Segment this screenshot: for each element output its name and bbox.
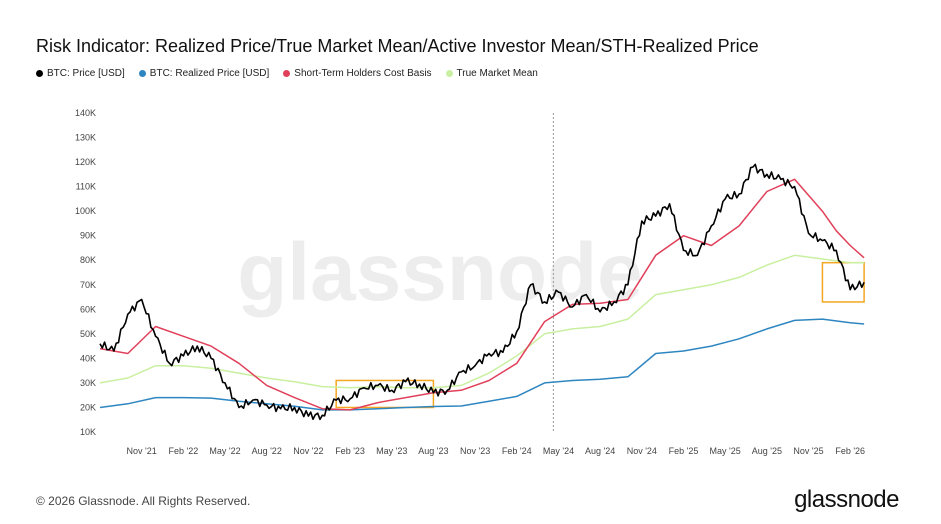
y-tick-label: 80K [80, 255, 96, 265]
copyright-text: © 2026 Glassnode. All Rights Reserved. [36, 494, 251, 508]
y-axis: 10K 20K 30K 40K 50K 60K 70K 80K 90K 100K 110K 120K 1… [75, 108, 96, 437]
series-line-price [99, 163, 865, 421]
legend-item-sth-cost-basis[interactable]: Short-Term Holders Cost Basis [283, 68, 432, 79]
x-tick-label: Nov '22 [293, 446, 323, 456]
y-tick-label: 100K [75, 206, 96, 216]
x-tick-label: Nov '24 [627, 446, 657, 456]
y-tick-label: 110K [76, 182, 96, 192]
x-tick-label: Feb '25 [669, 446, 699, 456]
y-tick-label: 70K [80, 280, 96, 290]
y-tick-label: 40K [80, 353, 96, 363]
legend-label-true-market-mean: True Market Mean [456, 68, 538, 79]
y-tick-label: 20K [80, 402, 96, 412]
x-tick-label: Nov '25 [793, 446, 823, 456]
legend-dot-sth-cost-basis [283, 70, 291, 77]
highlight-box [335, 379, 435, 409]
y-tick-label: 140K [75, 108, 96, 118]
x-tick-label: Feb '23 [335, 446, 365, 456]
y-tick-label: 30K [80, 378, 96, 388]
series-line-true-market-mean [99, 254, 865, 389]
y-tick-label: 60K [80, 304, 96, 314]
legend-item-realized-price[interactable]: BTC: Realized Price [USD] [138, 68, 270, 79]
x-tick-label: Aug '23 [418, 446, 448, 456]
series-line-sth-cost-basis [99, 178, 865, 411]
x-tick-label: May '24 [543, 446, 574, 456]
y-tick-label: 90K [80, 231, 96, 241]
legend-dot-realized-price [138, 70, 146, 77]
series-group [99, 163, 865, 421]
y-tick-label: 10K [80, 427, 96, 437]
x-tick-label: Feb '26 [835, 446, 865, 456]
x-tick-label: Nov '23 [460, 446, 490, 456]
x-tick-label: Aug '24 [585, 446, 615, 456]
chart-title: Risk Indicator: Realized Price/True Mark… [36, 36, 759, 56]
legend-label-realized-price: BTC: Realized Price [USD] [149, 68, 270, 79]
y-tick-label: 50K [80, 329, 96, 339]
x-tick-label: Nov '21 [127, 446, 157, 456]
legend-dot-price [36, 70, 43, 77]
x-tick-label: May '23 [376, 446, 407, 456]
x-tick-label: May '25 [710, 446, 741, 456]
y-tick-label: 130K [75, 133, 96, 143]
legend-item-price[interactable]: BTC: Price [USD] [36, 68, 125, 79]
legend-label-sth-cost-basis: Short-Term Holders Cost Basis [294, 68, 432, 79]
x-tick-label: May '22 [209, 446, 240, 456]
x-tick-label: Aug '22 [252, 446, 282, 456]
x-tick-label: Feb '24 [502, 446, 532, 456]
legend-dot-true-market-mean [445, 70, 453, 77]
legend-label-price: BTC: Price [USD] [47, 68, 125, 79]
legend-item-true-market-mean[interactable]: True Market Mean [445, 68, 538, 79]
x-axis: Nov '21 Feb '22 May '22 Aug '22 Nov '22 Feb '… [127, 446, 866, 456]
brand-logo: glassnode [794, 486, 899, 513]
series-line-realized-price [99, 318, 865, 411]
legend: BTC: Price [USD] BTC: Realized Price [US… [36, 68, 538, 79]
y-tick-label: 120K [75, 157, 96, 167]
x-tick-label: Aug '25 [752, 446, 782, 456]
x-tick-label: Feb '22 [168, 446, 198, 456]
